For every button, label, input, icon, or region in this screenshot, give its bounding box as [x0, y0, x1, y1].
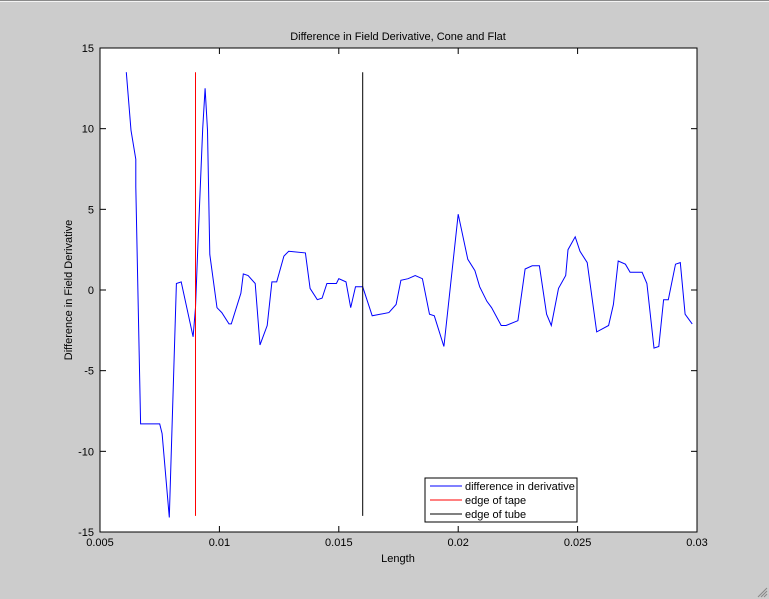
x-tick-label: 0.03 [686, 537, 707, 549]
chart-title: Difference in Field Derivative, Cone and… [290, 31, 506, 43]
legend-label-tape: edge of tape [465, 495, 526, 507]
axes-box [99, 47, 698, 533]
y-tick-label: -15 [78, 527, 94, 539]
x-tick-label: 0.025 [564, 537, 592, 549]
legend-label-difference: difference in derivative [465, 481, 575, 493]
y-tick-label: 5 [88, 204, 94, 216]
tick-labels: 0.005 0.01 0.015 0.02 0.025 0.03 -15 -10 -5 0 5 10 1… [78, 43, 708, 549]
series-difference-in-derivative [125, 72, 693, 518]
legend-label-tube: edge of tube [465, 509, 526, 521]
x-tick-label: 0.02 [447, 537, 468, 549]
x-axis-label: Length [381, 553, 415, 565]
y-axis-label: Difference in Field Derivative [63, 220, 75, 360]
y-tick-label: -5 [84, 366, 94, 378]
window-top-highlight [0, 1, 769, 2]
x-tick-label: 0.01 [209, 537, 230, 549]
plot-lines [125, 72, 693, 518]
window-top-border [0, 0, 769, 1]
y-tick-label: 15 [82, 43, 94, 55]
x-tick-label: 0.015 [325, 537, 353, 549]
resize-grip-icon[interactable] [756, 586, 768, 598]
y-tick-label: -10 [78, 446, 94, 458]
y-tick-label: 0 [88, 285, 94, 297]
y-tick-label: 10 [82, 124, 94, 136]
x-tick-label: 0.005 [86, 537, 114, 549]
legend: difference in derivative edge of tape ed… [424, 477, 578, 523]
